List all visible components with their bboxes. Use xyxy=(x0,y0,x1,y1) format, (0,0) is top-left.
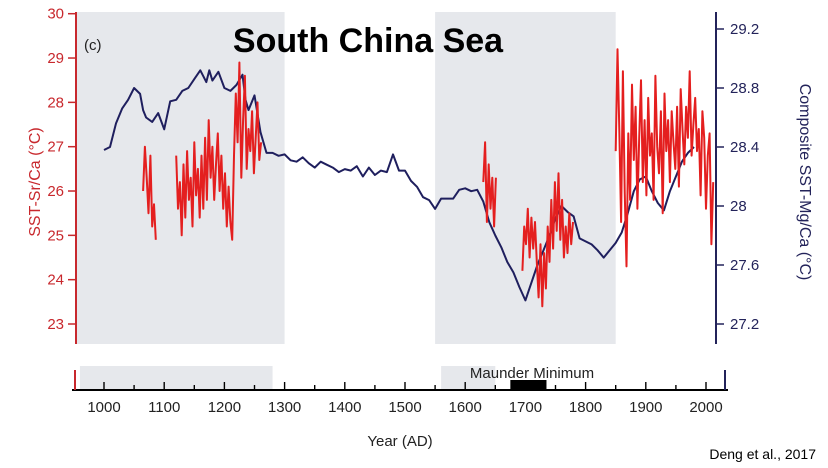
y-left-tick-label-29: 29 xyxy=(47,50,64,67)
x-tick-label-1300: 1300 xyxy=(268,399,301,416)
axes: 23 24 25 26 27 28 29 30 27.2 27.6 28 28.4 28.8 29.2 xyxy=(47,6,759,344)
maunder-minimum-bar xyxy=(510,380,547,390)
x-tick-label-1500: 1500 xyxy=(388,399,421,416)
y-right-tick-label-28: 28 xyxy=(730,198,747,215)
y-left-tick-label-25: 25 xyxy=(47,227,64,244)
mg-ca-series xyxy=(103,69,695,302)
timeline-bar: 1000 1100 1200 1300 1400 1500 1600 1700 1800 1900… xyxy=(72,366,728,416)
x-tick-label-1200: 1200 xyxy=(208,399,241,416)
y-right-tick-label-27.6: 27.6 xyxy=(730,257,759,274)
x-tick-label-1400: 1400 xyxy=(328,399,361,416)
shaded-period-0 xyxy=(76,12,285,344)
sr-ca-segment-0 xyxy=(142,145,157,240)
panel-label: (c) xyxy=(84,37,102,54)
sr-ca-segment-3 xyxy=(521,172,574,308)
x-tick-label-1000: 1000 xyxy=(87,399,120,416)
y-left-tick-label-27: 27 xyxy=(47,139,64,156)
x-tick-label-1700: 1700 xyxy=(509,399,542,416)
y-right-tick-label-27.2: 27.2 xyxy=(730,316,759,333)
x-tick-label-2000: 2000 xyxy=(689,399,722,416)
shaded-period-1 xyxy=(435,12,616,344)
sr-ca-segment-2 xyxy=(482,141,497,228)
sr-ca-segment-4 xyxy=(614,48,715,268)
y-right-tick-label-28.4: 28.4 xyxy=(730,139,759,156)
sr-ca-segment-1 xyxy=(175,61,263,241)
y-left-tick-label-30: 30 xyxy=(47,6,64,23)
x-tick-label-1600: 1600 xyxy=(449,399,482,416)
y-axis-left-label: SST-Sr/Ca (°C) xyxy=(27,127,44,237)
shaded-periods xyxy=(76,12,616,344)
x-tick-label-1100: 1100 xyxy=(148,399,180,416)
maunder-minimum-label: Maunder Minimum xyxy=(470,365,594,382)
timeline-shade-1 xyxy=(441,366,496,390)
x-axis-label: Year (AD) xyxy=(367,433,432,450)
y-axis-right-label: Composite SST-Mg/Ca (°C) xyxy=(796,84,813,281)
y-left-tick-label-28: 28 xyxy=(47,94,64,111)
y-left-tick-label-26: 26 xyxy=(47,183,64,200)
sr-ca-series xyxy=(142,48,715,308)
credit-label: Deng et al., 2017 xyxy=(709,446,816,462)
timeline-shade-0 xyxy=(79,366,273,390)
y-left-tick-label-24: 24 xyxy=(47,272,64,289)
y-left-tick-label-23: 23 xyxy=(47,316,64,333)
chart-title: South China Sea xyxy=(233,22,504,60)
x-tick-label-1800: 1800 xyxy=(569,399,602,416)
x-tick-label-1900: 1900 xyxy=(629,399,662,416)
y-right-tick-label-28.8: 28.8 xyxy=(730,80,759,97)
mg-ca-line xyxy=(103,69,695,302)
y-right-tick-label-29.2: 29.2 xyxy=(730,21,759,38)
